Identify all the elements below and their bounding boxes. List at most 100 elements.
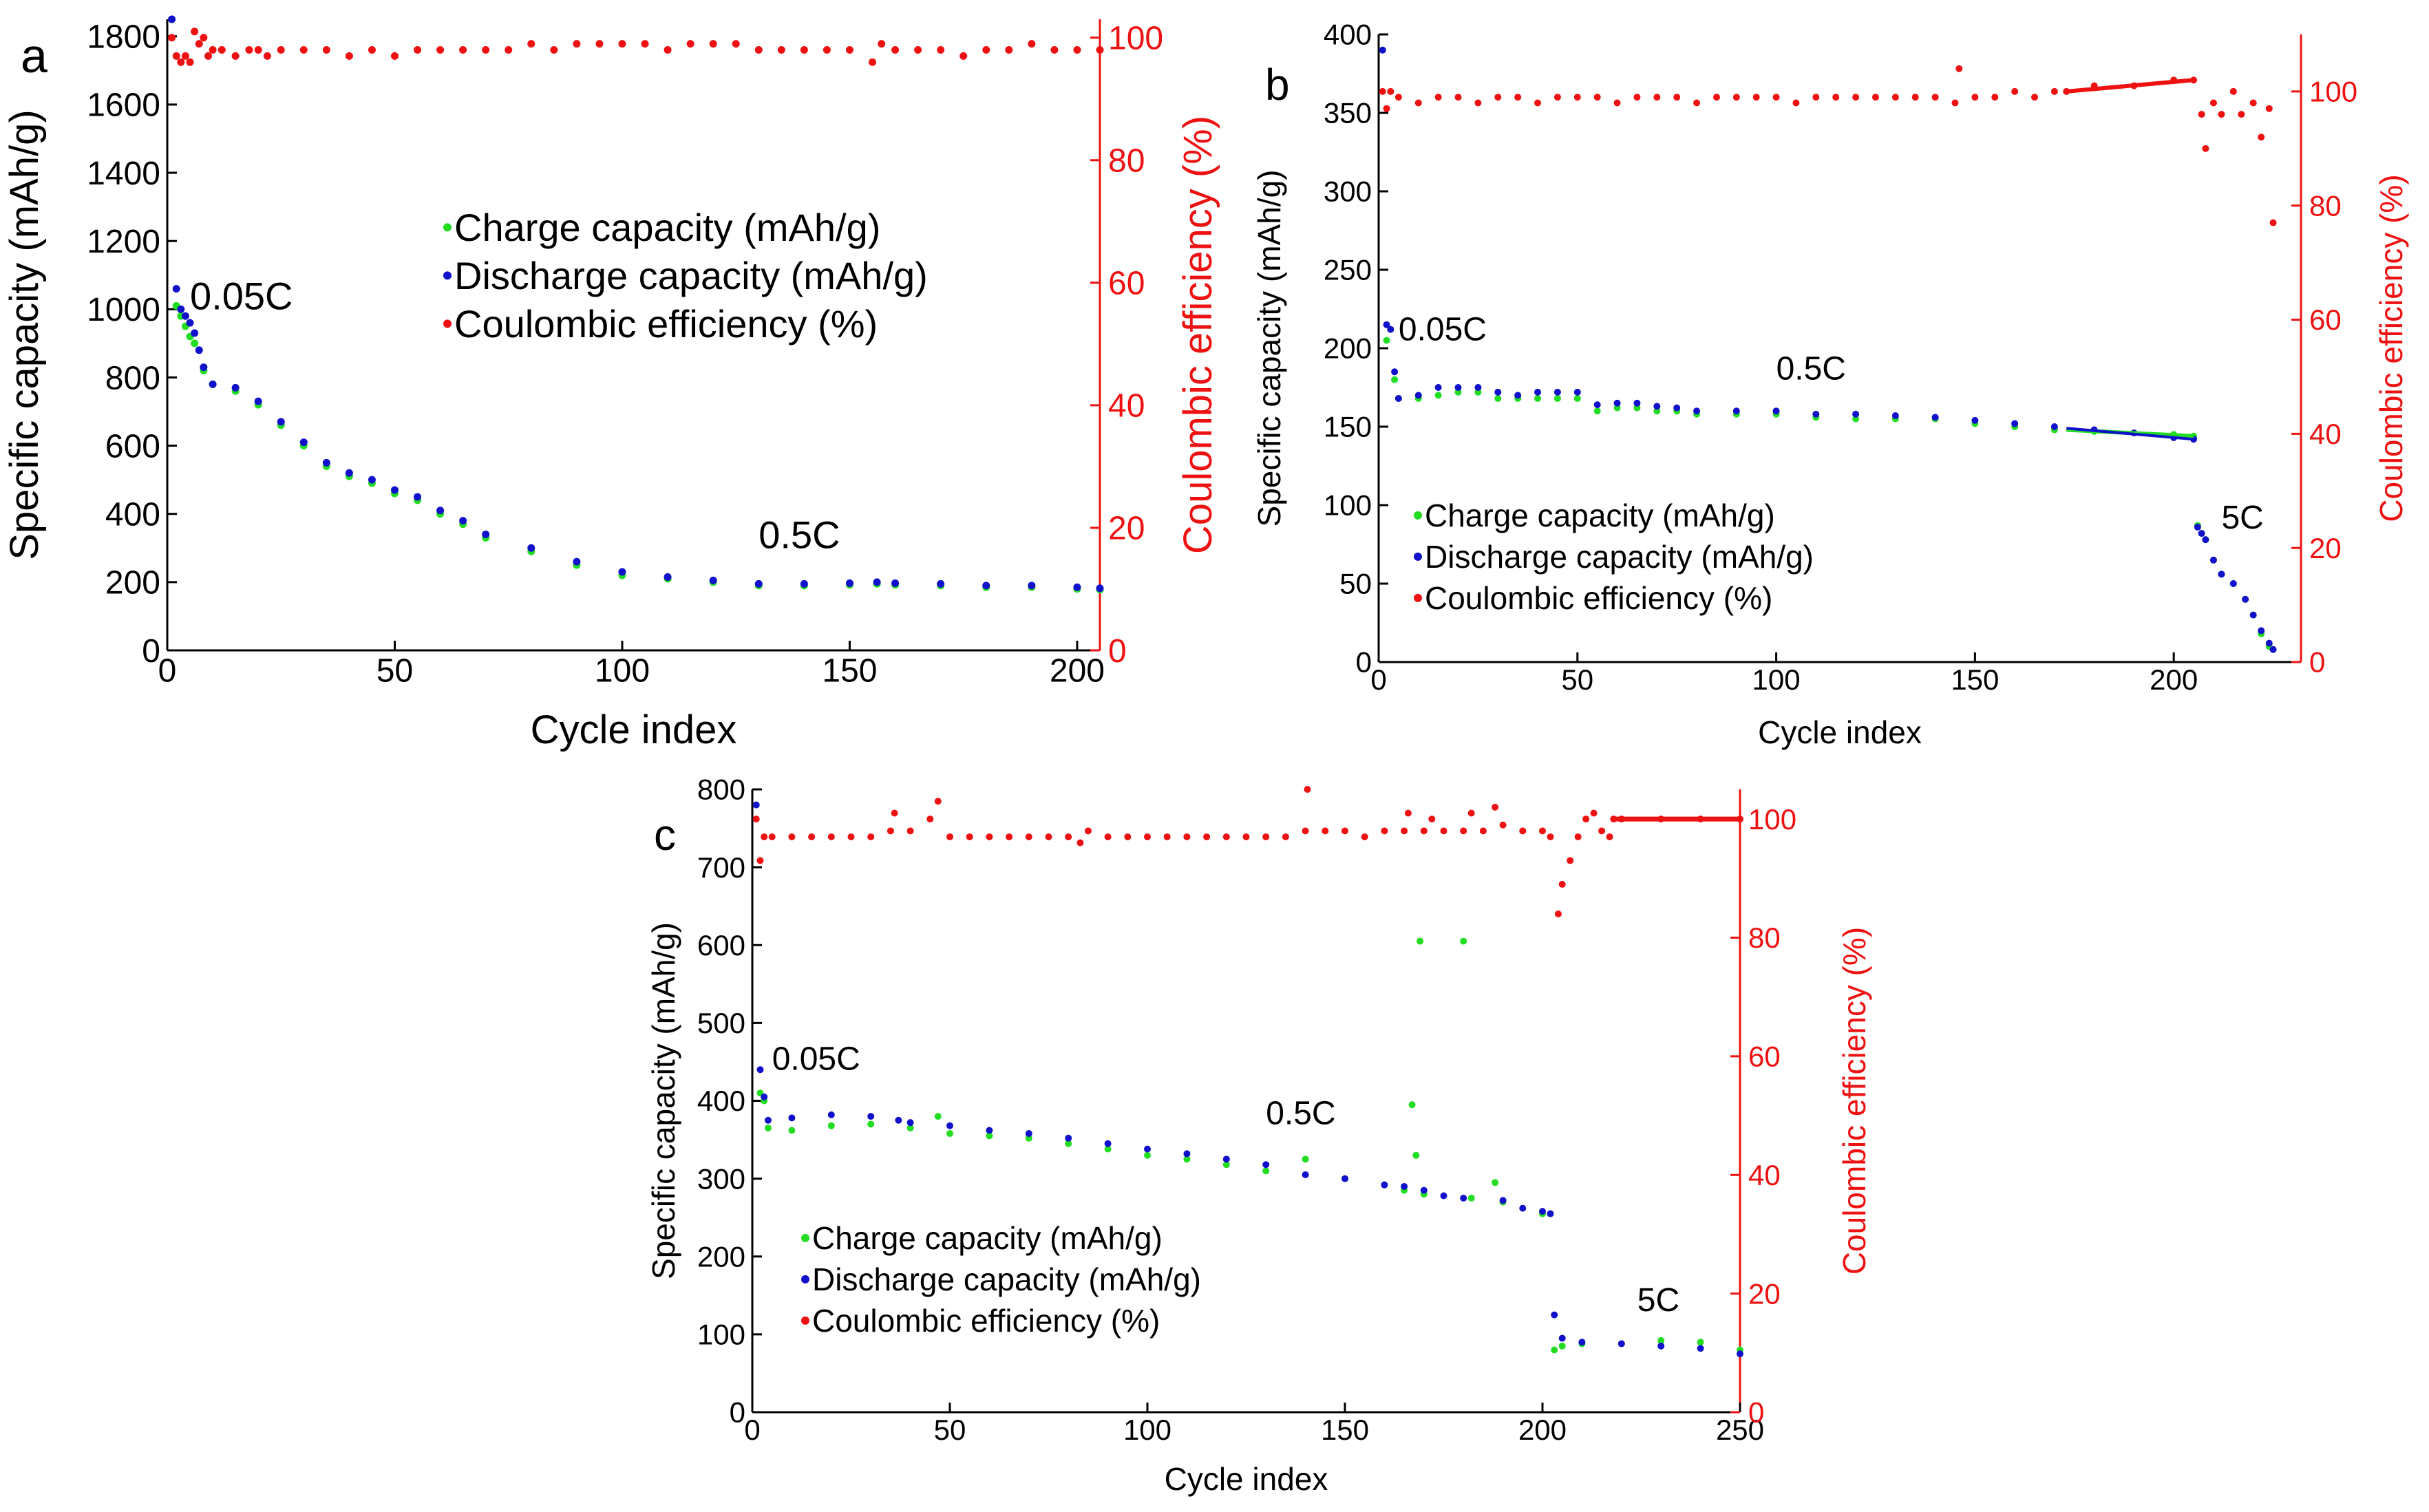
coulombic-efficiency-point bbox=[186, 58, 194, 66]
coulombic-efficiency-point bbox=[1673, 94, 1681, 101]
discharge-capacity-point bbox=[1420, 1186, 1428, 1194]
coulombic-efficiency-point bbox=[254, 46, 262, 54]
coulombic-efficiency-point bbox=[2031, 94, 2039, 101]
rate-annotation: 0.5C bbox=[1776, 351, 1846, 387]
discharge-capacity-point bbox=[2218, 571, 2225, 578]
discharge-capacity-point bbox=[1852, 410, 1860, 418]
discharge-capacity-point bbox=[573, 557, 581, 566]
coulombic-efficiency-point bbox=[527, 40, 535, 48]
coulombic-efficiency-point bbox=[982, 46, 990, 54]
charge-capacity-point bbox=[1383, 337, 1390, 344]
legend-entry: Coulombic efficiency (%) bbox=[1425, 580, 1772, 616]
discharge-capacity-point bbox=[1394, 394, 1402, 402]
discharge-capacity-point bbox=[1460, 1194, 1467, 1202]
coulombic-efficiency-point bbox=[436, 46, 445, 54]
rate-annotation: 5C bbox=[1637, 1282, 1679, 1319]
rate-annotation: 0.05C bbox=[1399, 312, 1487, 348]
x-tick-label: 0 bbox=[158, 653, 177, 690]
discharge-capacity-point bbox=[1633, 399, 1641, 407]
rate-annotation: 0.05C bbox=[190, 274, 293, 317]
discharge-capacity-point bbox=[1573, 388, 1581, 396]
coulombic-efficiency-point bbox=[172, 52, 180, 60]
coulombic-efficiency-point bbox=[752, 816, 760, 823]
coulombic-efficiency-point bbox=[1073, 46, 1081, 54]
discharge-capacity-point bbox=[1737, 1350, 1743, 1358]
x-axis-label: Cycle index bbox=[531, 707, 737, 752]
y-tick-label: 0 bbox=[730, 1396, 745, 1429]
y2-tick-label: 0 bbox=[1108, 633, 1127, 670]
coulombic-efficiency-point bbox=[906, 827, 914, 835]
charge-capacity-point bbox=[1492, 1179, 1499, 1186]
y-tick-label: 600 bbox=[105, 428, 160, 465]
coulombic-efficiency-point bbox=[1242, 833, 1250, 840]
coulombic-efficiency-point bbox=[1065, 833, 1072, 840]
y-tick-label: 800 bbox=[105, 360, 160, 396]
coulombic-efficiency-point bbox=[664, 46, 672, 54]
x-tick-label: 0 bbox=[744, 1414, 760, 1446]
chart-panel-b: 0 50 100 150 200 0 50 100 150 200 250 300 350 400 0 20 4… bbox=[1251, 19, 2409, 750]
coulombic-efficiency-point bbox=[1341, 827, 1348, 835]
legend: Charge capacity (mAh/g) Discharge capacit… bbox=[443, 206, 928, 345]
discharge-capacity-point bbox=[1434, 384, 1442, 391]
discharge-capacity-point bbox=[1401, 1182, 1408, 1190]
charge-capacity-point bbox=[1460, 937, 1467, 945]
discharge-capacity-point bbox=[1613, 399, 1621, 407]
legend-marker bbox=[1414, 593, 1422, 602]
coulombic-efficiency-point bbox=[1006, 833, 1013, 840]
y-tick-label: 350 bbox=[1324, 97, 1372, 129]
charge-capacity-point bbox=[1852, 415, 1860, 423]
discharge-capacity-point bbox=[482, 530, 490, 538]
y-tick-label: 1000 bbox=[87, 292, 160, 328]
charge-capacity-point bbox=[1417, 937, 1424, 945]
coulombic-efficiency-point bbox=[1045, 833, 1052, 840]
coulombic-efficiency-point bbox=[937, 46, 945, 54]
discharge-capacity-series bbox=[1379, 46, 2277, 653]
discharge-capacity-point bbox=[1617, 1340, 1625, 1348]
discharge-capacity-point bbox=[664, 573, 672, 581]
discharge-capacity-point bbox=[827, 1111, 835, 1118]
coulombic-efficiency-point bbox=[209, 46, 217, 54]
discharge-capacity-point bbox=[2258, 627, 2265, 635]
discharge-capacity-point bbox=[436, 507, 445, 515]
coulombic-efficiency-point bbox=[181, 52, 189, 60]
coulombic-efficiency-point bbox=[1852, 94, 1860, 101]
discharge-capacity-point bbox=[2050, 423, 2058, 430]
discharge-capacity-point bbox=[299, 438, 308, 447]
legend-marker bbox=[1414, 552, 1422, 561]
charge-capacity-point bbox=[1467, 1194, 1475, 1202]
coulombic-efficiency-point bbox=[191, 28, 199, 36]
coulombic-efficiency-point bbox=[1971, 94, 1979, 101]
y-tick-label: 100 bbox=[697, 1319, 745, 1351]
discharge-capacity-point bbox=[1381, 1181, 1388, 1189]
coulombic-efficiency-point bbox=[1514, 94, 1522, 101]
discharge-capacity-point bbox=[172, 285, 180, 293]
coulombic-efficiency-point bbox=[390, 52, 399, 60]
discharge-capacity-point bbox=[867, 1113, 875, 1120]
coulombic-efficiency-point bbox=[686, 40, 694, 48]
coulombic-efficiency-point bbox=[1593, 94, 1601, 101]
coulombic-efficiency-point bbox=[1832, 94, 1840, 101]
y2-tick-label: 100 bbox=[1108, 21, 1163, 57]
y-tick-label: 100 bbox=[1324, 489, 1372, 522]
discharge-capacity-point bbox=[209, 380, 217, 388]
coulombic-efficiency-point bbox=[827, 833, 835, 840]
y2-tick-label: 60 bbox=[1108, 266, 1145, 302]
panel-label: b bbox=[1265, 60, 1290, 109]
y2-tick-label: 80 bbox=[2309, 189, 2342, 222]
discharge-capacity-point bbox=[277, 418, 285, 426]
charge-capacity-point bbox=[906, 1125, 914, 1132]
charge-capacity-point bbox=[1222, 1161, 1230, 1169]
charge-capacity-point bbox=[1408, 1101, 1416, 1109]
charge-capacity-point bbox=[827, 1122, 835, 1129]
coulombic-efficiency-point bbox=[414, 46, 422, 54]
discharge-capacity-point bbox=[764, 1116, 772, 1124]
coulombic-efficiency-point bbox=[1991, 94, 1999, 101]
coulombic-efficiency-point bbox=[934, 798, 942, 805]
legend-entry: Discharge capacity (mAh/g) bbox=[454, 254, 928, 297]
y-axis-label: Specific capacity (mAh/g) bbox=[1251, 170, 1287, 527]
discharge-capacity-point bbox=[1302, 1171, 1309, 1178]
coulombic-efficiency-point bbox=[1222, 833, 1230, 840]
coulombic-efficiency-point bbox=[1553, 94, 1561, 101]
y2-tick-label: 60 bbox=[1748, 1041, 1781, 1073]
coulombic-efficiency-point bbox=[1460, 827, 1467, 835]
